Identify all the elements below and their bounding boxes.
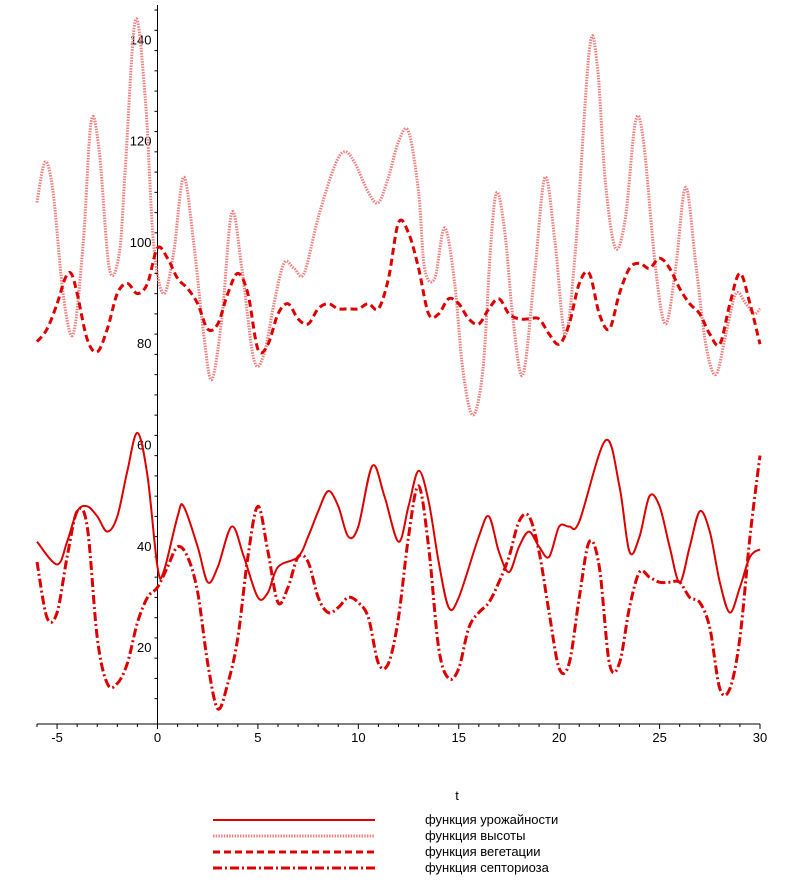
series-line-1	[36, 431, 761, 614]
series-layer	[35, 17, 762, 711]
x-tick-label: 15	[452, 730, 466, 745]
y-tick-label: 20	[137, 640, 151, 655]
y-tick-label: 100	[130, 235, 152, 250]
series-line-3	[35, 218, 762, 355]
x-tick-label: -5	[51, 730, 63, 745]
x-tick-label: 10	[351, 730, 365, 745]
legend-label-2: функция высоты	[425, 828, 525, 843]
y-tick-label: 120	[130, 134, 152, 149]
x-axis-label: t	[455, 788, 459, 803]
x-tick-label: 25	[652, 730, 666, 745]
legend-label-4: функция септориоза	[425, 860, 550, 875]
series-line-4	[35, 455, 762, 711]
x-tick-label: 5	[254, 730, 261, 745]
legend-label-1: функция урожайности	[425, 812, 558, 827]
x-tick-label: 0	[154, 730, 161, 745]
legend-label-3: функция вегетации	[425, 844, 541, 859]
x-tick-label: 30	[753, 730, 767, 745]
y-tick-label: 40	[137, 539, 151, 554]
y-tick-label: 80	[137, 336, 151, 351]
x-tick-label: 20	[552, 730, 566, 745]
series-line-2	[35, 17, 762, 417]
